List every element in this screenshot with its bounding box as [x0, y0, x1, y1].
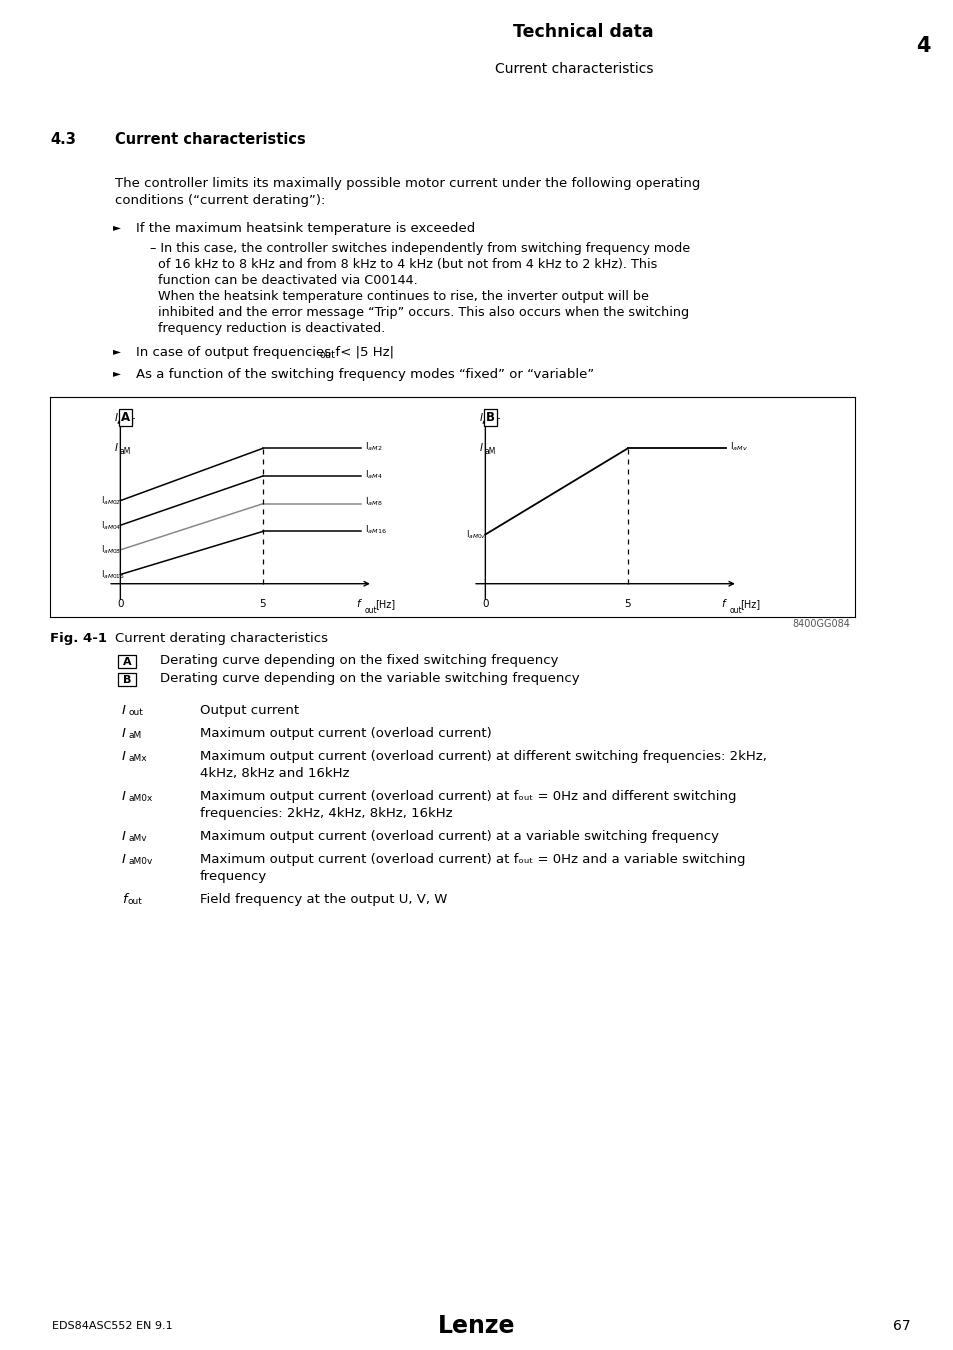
Text: [Hz]: [Hz]: [375, 599, 395, 609]
Text: Maximum output current (overload current): Maximum output current (overload current…: [200, 726, 491, 740]
Text: – In this case, the controller switches independently from switching frequency m: – In this case, the controller switches …: [150, 242, 689, 255]
Text: aMx: aMx: [129, 753, 148, 763]
Text: Derating curve depending on the variable switching frequency: Derating curve depending on the variable…: [160, 672, 579, 684]
Text: I$_{aM16}$: I$_{aM16}$: [364, 524, 386, 536]
Text: 4: 4: [915, 36, 929, 55]
Text: Derating curve depending on the fixed switching frequency: Derating curve depending on the fixed sw…: [160, 653, 558, 667]
Text: Current derating characteristics: Current derating characteristics: [115, 632, 328, 645]
Text: If the maximum heatsink temperature is exceeded: If the maximum heatsink temperature is e…: [136, 221, 475, 235]
Text: Output current: Output current: [200, 703, 299, 717]
Text: OUT: OUT: [119, 417, 135, 427]
Text: [Hz]: [Hz]: [739, 599, 760, 609]
Text: I: I: [122, 790, 126, 803]
Text: < |5 Hz|: < |5 Hz|: [335, 346, 394, 359]
Text: I: I: [122, 749, 126, 763]
Text: I$_{aM4}$: I$_{aM4}$: [364, 468, 382, 481]
Text: Field frequency at the output U, V, W: Field frequency at the output U, V, W: [200, 892, 447, 906]
Text: I: I: [122, 703, 126, 717]
Text: ►: ►: [112, 221, 121, 232]
Text: B: B: [486, 410, 495, 424]
Text: I$_{aM0v}$: I$_{aM0v}$: [465, 528, 486, 541]
Text: function can be deactivated via C00144.: function can be deactivated via C00144.: [150, 274, 417, 286]
Text: 0: 0: [117, 599, 124, 609]
Text: f: f: [720, 599, 724, 609]
Text: out: out: [319, 350, 335, 360]
Text: In case of output frequencies f: In case of output frequencies f: [136, 346, 340, 359]
Text: 5: 5: [259, 599, 266, 609]
Text: I: I: [122, 830, 126, 842]
Text: Current characteristics: Current characteristics: [495, 62, 653, 76]
Text: Maximum output current (overload current) at fₒᵤₜ = 0Hz and different switching: Maximum output current (overload current…: [200, 790, 736, 803]
Text: aMv: aMv: [129, 834, 148, 842]
Text: I: I: [122, 726, 126, 740]
Bar: [118, 672, 136, 686]
Text: I$_{aM2}$: I$_{aM2}$: [364, 440, 382, 454]
Text: Maximum output current (overload current) at a variable switching frequency: Maximum output current (overload current…: [200, 830, 719, 842]
Text: f: f: [122, 892, 127, 906]
Text: frequency: frequency: [200, 869, 267, 883]
Text: Maximum output current (overload current) at fₒᵤₜ = 0Hz and a variable switching: Maximum output current (overload current…: [200, 853, 744, 865]
Text: out: out: [128, 896, 143, 906]
Text: OUT: OUT: [484, 417, 500, 427]
Text: A: A: [121, 410, 130, 424]
Text: aM: aM: [119, 447, 131, 456]
Text: 0: 0: [481, 599, 488, 609]
Text: I: I: [479, 443, 482, 454]
Text: 4.3: 4.3: [50, 132, 76, 147]
Text: I$_{aMv}$: I$_{aMv}$: [729, 440, 747, 454]
Text: ►: ►: [112, 346, 121, 356]
Text: Current characteristics: Current characteristics: [115, 132, 305, 147]
Text: 5: 5: [624, 599, 631, 609]
Text: Technical data: Technical data: [513, 23, 653, 40]
Text: 4kHz, 8kHz and 16kHz: 4kHz, 8kHz and 16kHz: [200, 767, 349, 780]
Text: aM: aM: [129, 730, 142, 740]
Bar: [118, 655, 136, 668]
Text: 67: 67: [893, 1319, 910, 1334]
Text: I: I: [122, 853, 126, 865]
Text: A: A: [123, 657, 132, 667]
Text: I: I: [479, 413, 482, 423]
Text: f: f: [356, 599, 359, 609]
Text: out: out: [729, 606, 741, 616]
Text: I$_{aM02}$: I$_{aM02}$: [101, 494, 121, 506]
Text: When the heatsink temperature continues to rise, the inverter output will be: When the heatsink temperature continues …: [150, 290, 648, 302]
Text: ►: ►: [112, 367, 121, 378]
Text: frequency reduction is deactivated.: frequency reduction is deactivated.: [150, 321, 385, 335]
Text: Lenze: Lenze: [437, 1315, 516, 1338]
Text: out: out: [364, 606, 376, 616]
Text: aM0x: aM0x: [129, 794, 153, 803]
Text: Fig. 4-1: Fig. 4-1: [50, 632, 107, 645]
Text: I$_{aM08}$: I$_{aM08}$: [101, 544, 121, 556]
Text: As a function of the switching frequency modes “fixed” or “variable”: As a function of the switching frequency…: [136, 367, 594, 381]
Text: I$_{aM8}$: I$_{aM8}$: [364, 495, 382, 509]
Text: aM: aM: [484, 447, 496, 456]
Text: 8400GG084: 8400GG084: [791, 618, 849, 629]
Text: inhibited and the error message “Trip” occurs. This also occurs when the switchi: inhibited and the error message “Trip” o…: [150, 306, 688, 319]
Text: out: out: [129, 707, 144, 717]
Text: I$_{aM04}$: I$_{aM04}$: [101, 518, 121, 532]
Text: conditions (“current derating”):: conditions (“current derating”):: [115, 194, 325, 207]
Text: aM0v: aM0v: [129, 857, 153, 865]
Text: B: B: [123, 675, 132, 684]
Text: of 16 kHz to 8 kHz and from 8 kHz to 4 kHz (but not from 4 kHz to 2 kHz). This: of 16 kHz to 8 kHz and from 8 kHz to 4 k…: [150, 258, 657, 271]
Text: EDS84ASC552 EN 9.1: EDS84ASC552 EN 9.1: [52, 1322, 172, 1331]
Text: I: I: [114, 413, 117, 423]
Text: I$_{aM016}$: I$_{aM016}$: [101, 568, 125, 580]
Text: The controller limits its maximally possible motor current under the following o: The controller limits its maximally poss…: [115, 177, 700, 190]
Text: frequencies: 2kHz, 4kHz, 8kHz, 16kHz: frequencies: 2kHz, 4kHz, 8kHz, 16kHz: [200, 807, 452, 819]
Text: Maximum output current (overload current) at different switching frequencies: 2k: Maximum output current (overload current…: [200, 749, 766, 763]
Text: I: I: [114, 443, 117, 454]
